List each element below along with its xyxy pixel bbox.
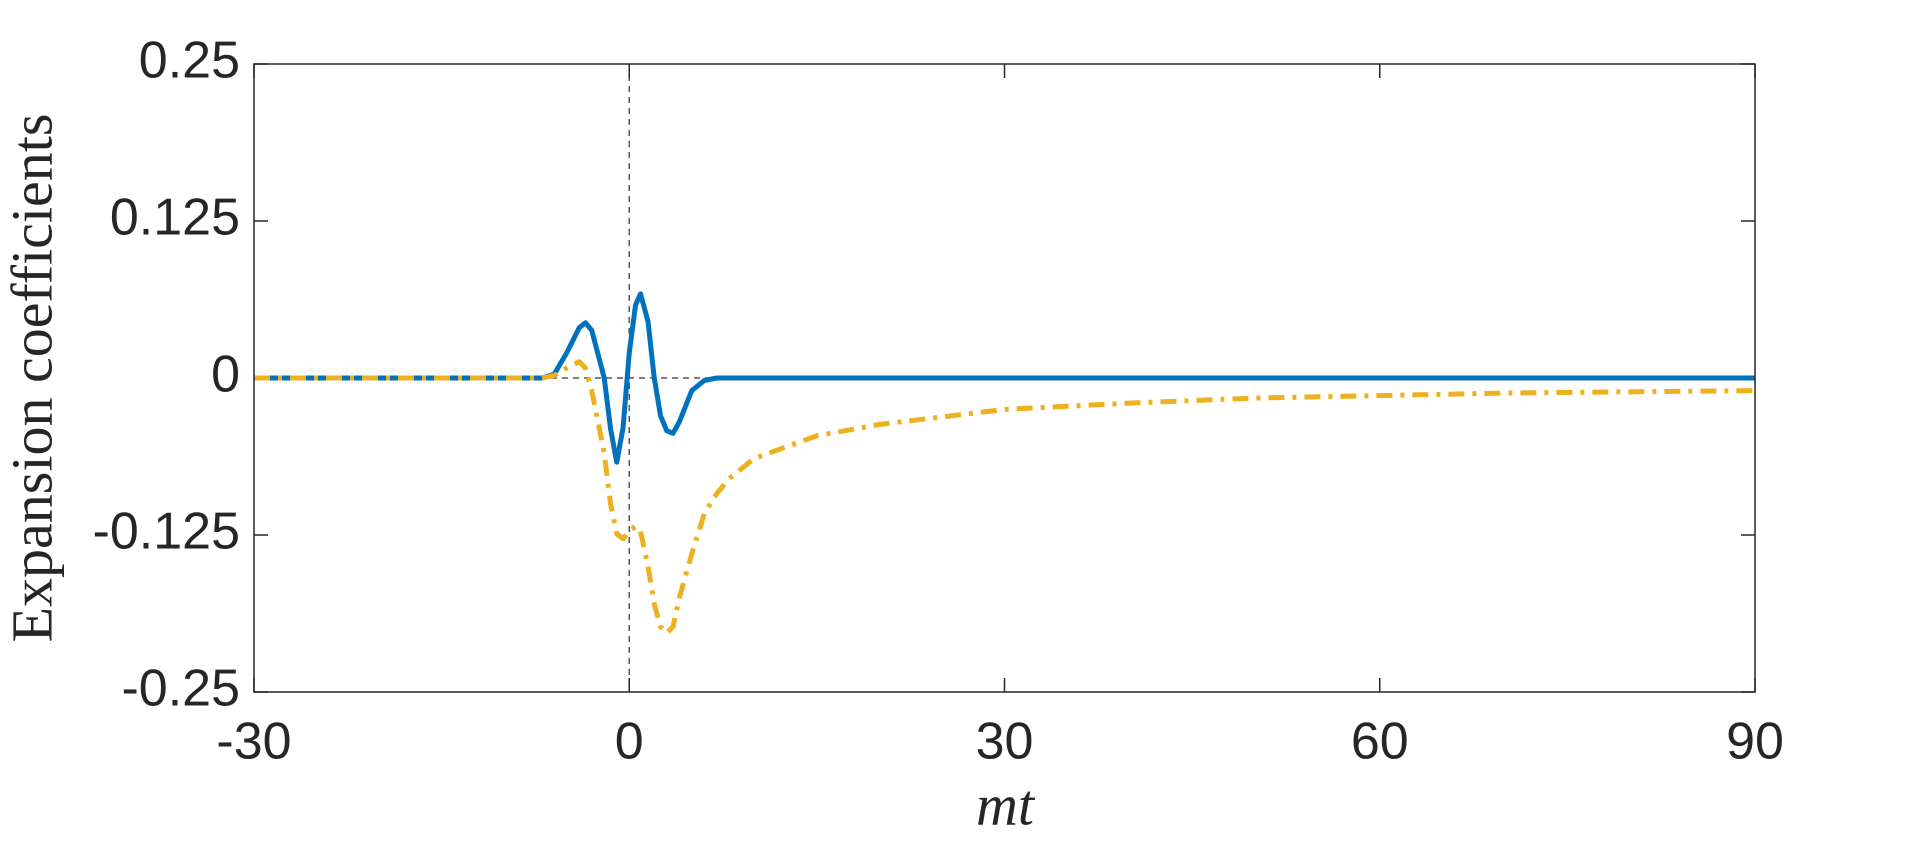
y-tick-label: 0 bbox=[211, 346, 240, 404]
plot-frame bbox=[253, 63, 1756, 693]
series-line bbox=[254, 359, 1756, 636]
y-tick-label: -0.25 bbox=[121, 660, 240, 718]
y-tick-label: 0.125 bbox=[110, 189, 240, 247]
x-tick-label: 0 bbox=[615, 713, 644, 771]
x-tick-label: 30 bbox=[976, 713, 1034, 771]
y-tick-label: 0.25 bbox=[139, 32, 240, 90]
y-tick-label: -0.125 bbox=[93, 503, 240, 561]
x-axis-label: mt bbox=[976, 772, 1036, 837]
x-tick-label: 60 bbox=[1351, 713, 1409, 771]
y-axis-label: Expansion coefficients bbox=[0, 114, 64, 643]
series-line bbox=[254, 291, 1755, 465]
x-tick-label: -30 bbox=[216, 713, 291, 771]
x-tick-label: 90 bbox=[1726, 713, 1784, 771]
